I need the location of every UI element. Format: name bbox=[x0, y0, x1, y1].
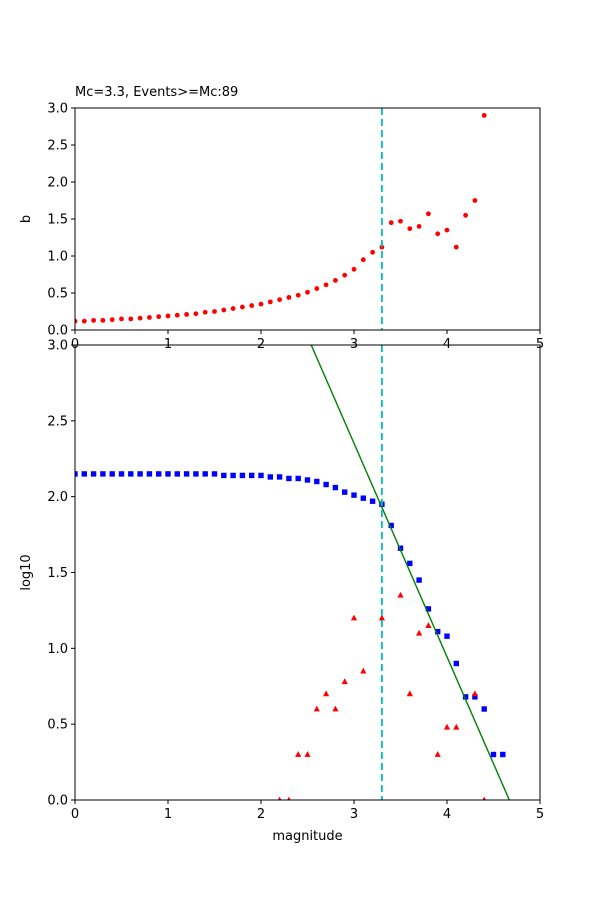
x-tick-label: 4 bbox=[443, 807, 451, 822]
x-tick-label: 1 bbox=[164, 807, 172, 822]
y-tick-label: 0.0 bbox=[47, 794, 68, 809]
y-tick-label: 2.0 bbox=[47, 490, 68, 505]
x-axis-label: magnitude bbox=[272, 829, 342, 844]
y-tick-label: 0.5 bbox=[47, 287, 68, 302]
b-values-scatter bbox=[75, 113, 487, 324]
x-tick-label: 5 bbox=[536, 807, 544, 822]
gr-fit-line bbox=[310, 345, 510, 800]
y-tick-label: 1.0 bbox=[47, 250, 68, 265]
y-tick-label: 3.0 bbox=[47, 339, 68, 354]
y-axis-label: log10 bbox=[19, 554, 34, 590]
axes-frame bbox=[74, 107, 541, 331]
x-tick-label: 2 bbox=[257, 807, 265, 822]
y-tick-label: 0.0 bbox=[47, 324, 68, 339]
y-tick-label: 2.0 bbox=[47, 176, 68, 191]
cumulative-counts-squares bbox=[75, 471, 506, 758]
y-tick-label: 3.0 bbox=[47, 102, 68, 117]
b-value-plot: 0 1 2 3 4 50.00.51.01.52.02.53.0Mc=3.3, Event… bbox=[19, 85, 544, 352]
y-tick-label: 1.5 bbox=[47, 566, 68, 581]
axes-frame bbox=[74, 344, 541, 801]
y-tick-label: 0.5 bbox=[47, 718, 68, 733]
y-axis-label: b bbox=[19, 215, 34, 223]
y-tick-label: 1.5 bbox=[47, 213, 68, 228]
y-tick-label: 2.5 bbox=[47, 139, 68, 154]
y-tick-label: 2.5 bbox=[47, 414, 68, 429]
y-tick-label: 1.0 bbox=[47, 642, 68, 657]
fmd-plot: 0 1 2 3 4 5 0.0 0.5 1.0 1.5 2.0 2.5 3.0 log10 magnitud… bbox=[19, 339, 544, 845]
x-tick-label: 0 bbox=[71, 807, 79, 822]
chart-title: Mc=3.3, Events>=Mc:89 bbox=[75, 85, 238, 100]
x-tick-label: 3 bbox=[350, 807, 358, 822]
noncumulative-counts-triangles bbox=[277, 591, 487, 800]
